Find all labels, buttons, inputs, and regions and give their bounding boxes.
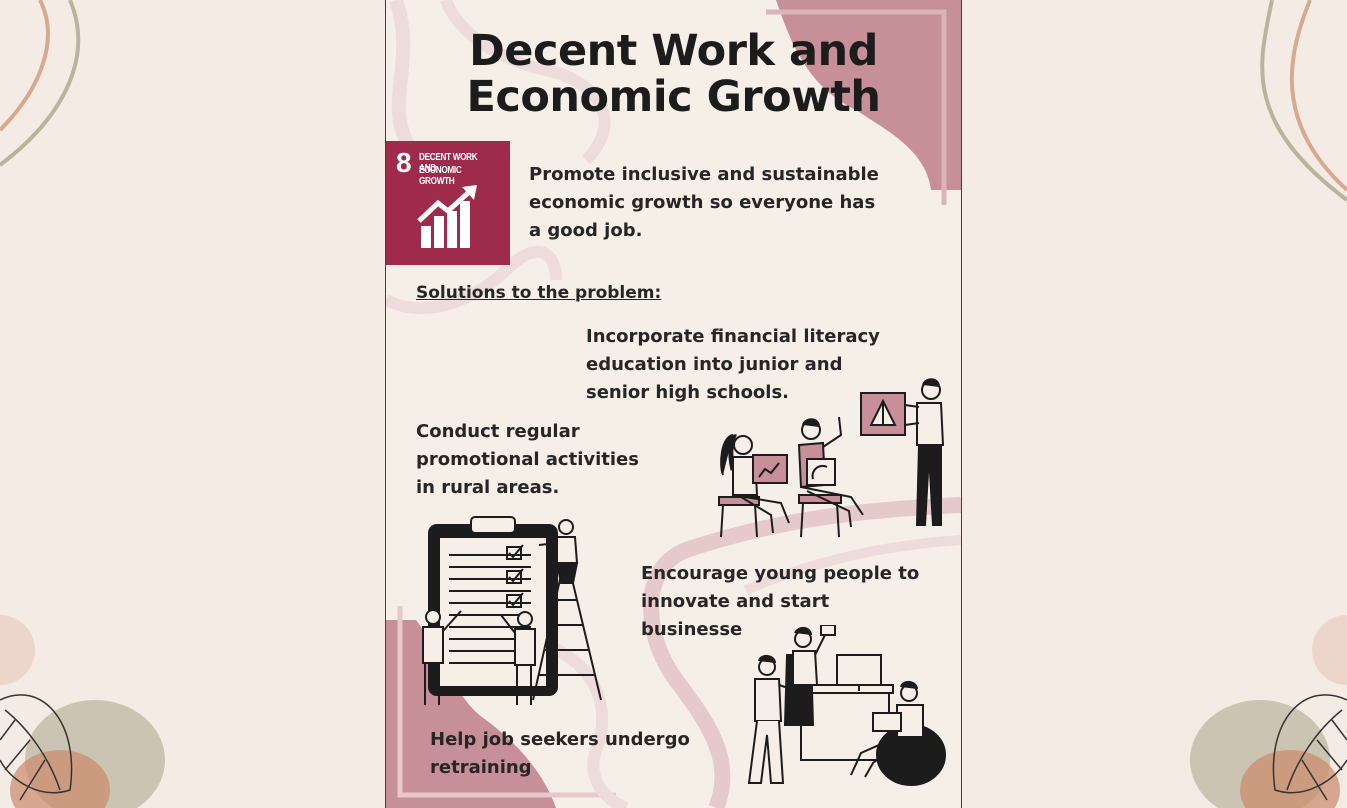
solution-3-line-3: businesse: [641, 619, 743, 640]
goal-line-2: economic growth so everyone has: [529, 192, 876, 213]
solution-1-line-2: education into junior and: [586, 354, 843, 375]
sdg-8-tile: 8 DECENT WORK AND ECONOMIC GROWTH: [386, 141, 510, 265]
sdg-label-line-1: DECENT WORK AND: [419, 152, 478, 174]
goal-line-3: a good job.: [529, 220, 643, 241]
solution-3-line-1: Encourage young people to: [641, 563, 920, 584]
team-presentation-illustration: [718, 378, 945, 538]
right-leaf-icon: [1272, 694, 1347, 801]
solution-2-line-1: Conduct regular: [416, 421, 580, 442]
sdg-number: 8: [396, 147, 412, 178]
solution-1-line-3: senior high schools.: [586, 382, 790, 403]
poster: Decent Work and Economic Growth 8 DECENT…: [385, 0, 962, 808]
solution-2-line-2: promotional activities: [416, 449, 639, 470]
title-line-2: Economic Growth: [466, 72, 882, 122]
solution-3-line-2: innovate and start: [641, 591, 830, 612]
solutions-heading: Solutions to the problem:: [416, 283, 662, 303]
clipboard-checklist-illustration: [422, 516, 602, 705]
right-decoration: [1190, 0, 1347, 808]
solution-2-line-3: in rural areas.: [416, 477, 560, 498]
left-decoration: [0, 0, 165, 808]
solution-4-line-2: retraining: [430, 757, 532, 778]
title-line-1: Decent Work and: [469, 26, 878, 76]
rising-bar-chart-icon: [417, 185, 477, 248]
goal-line-1: Promote inclusive and sustainable: [529, 164, 879, 185]
solution-1-line-1: Incorporate financial literacy: [586, 326, 880, 347]
solution-4-line-1: Help job seekers undergo: [430, 729, 690, 750]
startup-office-illustration: [747, 625, 946, 786]
left-leaf-icon: [0, 694, 73, 801]
sdg-label-line-2: ECONOMIC GROWTH: [419, 165, 462, 187]
